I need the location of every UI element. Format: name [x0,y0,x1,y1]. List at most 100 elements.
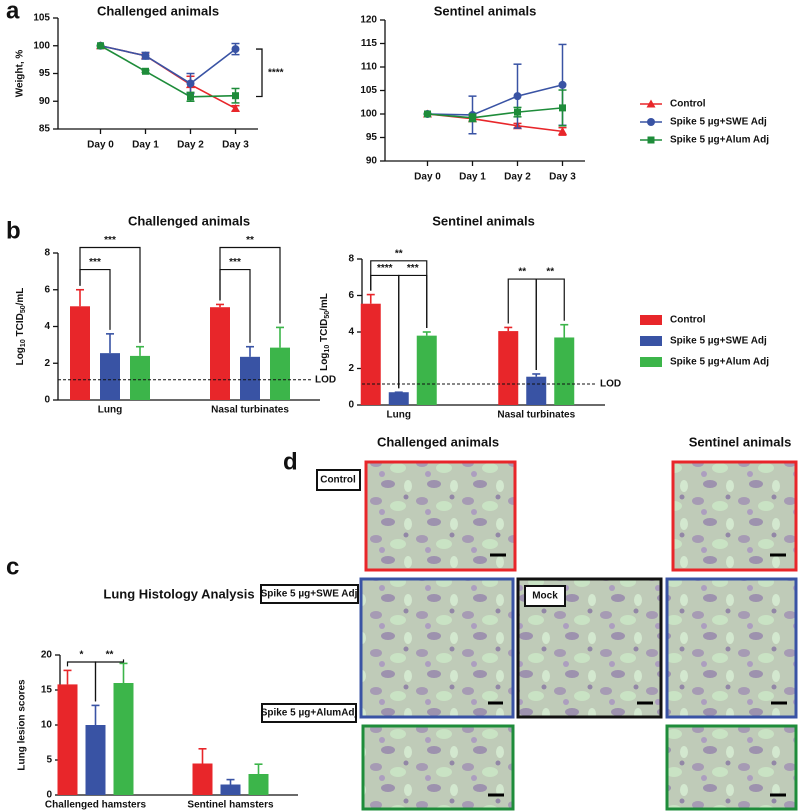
legend-label: Control [670,99,706,110]
y-axis-label-part: TCID [15,313,26,339]
legend-label: Control [670,315,706,326]
y-tick-label: 5 [46,755,52,766]
y-axis-label: Log10 TCID50/mL [15,288,28,366]
y-tick-label: 105 [360,85,377,96]
histology-image [359,577,515,719]
legend-label: Spike 5 µg+SWE Adj [670,117,767,128]
row-label: Spike 5 µg+SWE Adj [261,589,358,600]
column-title: Challenged animals [377,434,499,449]
y-tick-label: 0 [44,395,50,406]
y-axis-label: Weight, % [15,50,26,98]
line [427,107,563,119]
y-axis-label: Log10 TCID50/mL [319,293,332,371]
y-tick-label: 110 [361,62,378,73]
y-axis-label-part: 50 [324,311,331,319]
bracket [535,278,565,370]
label-box [260,584,359,604]
legend-swatch [640,336,662,346]
legend-label: Spike 5 µg+Alum Adj [670,135,769,146]
marker [424,110,431,118]
bar [554,337,575,405]
y-tick-label: 120 [360,15,377,26]
significance: ** [546,267,554,278]
marker [231,103,240,112]
bar [526,376,547,405]
x-tick-label: Day 3 [222,140,249,151]
bar [248,774,269,795]
row-label: Spike 5 µg+AlumAdj [261,708,358,719]
y-tick-label: 105 [33,13,50,24]
bar [192,763,213,795]
y-tick-label: 8 [348,254,354,265]
x-tick-label: Day 1 [132,140,159,151]
chart-title: Lung Histology Analysis [103,586,254,601]
bar [240,356,260,400]
y-tick-label: 85 [39,124,51,135]
panel-label: b [6,217,21,244]
y-tick-label: 2 [44,358,50,369]
bar [130,355,150,400]
bar [57,684,78,795]
y-tick-label: 100 [33,40,50,51]
marker [647,136,655,144]
x-tick-label: Lung [387,410,411,421]
bar [70,306,90,400]
bar [113,683,134,795]
chart-title: Sentinel animals [432,213,535,228]
x-tick-label: Day 1 [459,172,486,183]
y-tick-label: 8 [44,248,50,259]
marker [231,45,240,54]
y-tick-label: 95 [39,68,51,79]
legend-label: Spike 5 µg+Alum Adj [670,357,769,368]
panel-label: c [6,553,19,580]
label-box [316,469,361,491]
y-tick-label: 95 [366,132,378,143]
bracket [256,48,263,98]
significance: *** [229,257,241,268]
histology-image [671,460,798,572]
histology-panel: Challenged animals Sentinel animals Cont… [260,434,798,811]
histology-image [361,724,515,811]
line [427,84,563,116]
x-tick-label: Nasal turbinates [211,405,289,416]
significance: * [80,650,84,661]
significance: *** [104,235,116,246]
x-tick-label: Day 2 [504,172,531,183]
significance: ** [395,248,403,259]
x-tick-label: Nasal turbinates [497,410,575,421]
y-tick-label: 15 [41,685,53,696]
y-axis-label-part: Log [15,347,26,365]
y-tick-label: 6 [348,290,354,301]
y-tick-label: 90 [366,156,378,167]
marker [646,99,656,108]
y-tick-label: 90 [39,96,51,107]
bracket [398,274,428,389]
significance: ** [246,235,254,246]
y-tick-label: 4 [44,321,50,332]
marker [97,42,104,50]
bar [360,303,381,405]
y-axis-label-part: 10 [324,345,331,353]
marker [513,92,522,101]
marker [558,80,567,89]
y-tick-label: 100 [360,109,377,120]
significance: ** [106,650,114,661]
y-axis-label: Lung lesion scores [17,679,28,771]
bracket [94,659,125,702]
bar [498,331,519,405]
marker [647,118,655,126]
significance: **** [268,67,284,78]
legend-swatch [640,315,662,325]
marker [559,104,566,112]
reference-label: LOD [315,374,336,385]
bracket [79,246,141,343]
y-axis-label-part: 10 [20,339,27,347]
panel-label: d [283,448,298,475]
y-axis-label-part: /mL [319,293,330,311]
chart-title: Challenged animals [97,3,219,18]
y-axis-label-part: TCID [319,319,330,345]
y-tick-label: 20 [41,650,53,661]
line [100,44,236,110]
x-tick-label: Day 3 [549,172,576,183]
